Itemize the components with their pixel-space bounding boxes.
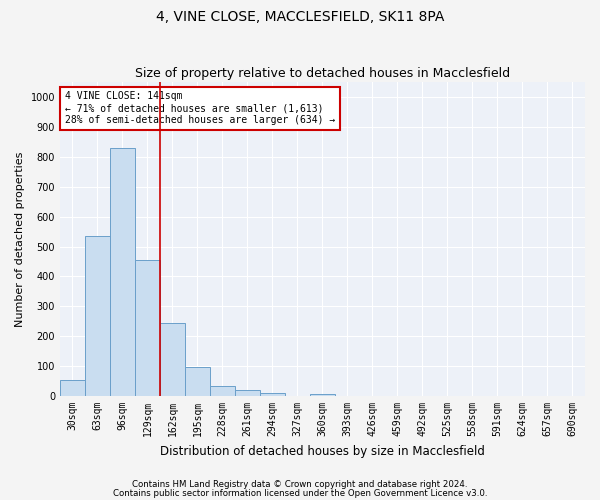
Text: 4, VINE CLOSE, MACCLESFIELD, SK11 8PA: 4, VINE CLOSE, MACCLESFIELD, SK11 8PA	[156, 10, 444, 24]
Bar	[60, 380, 85, 396]
Text: Contains HM Land Registry data © Crown copyright and database right 2024.: Contains HM Land Registry data © Crown c…	[132, 480, 468, 489]
Y-axis label: Number of detached properties: Number of detached properties	[15, 152, 25, 326]
Bar	[185, 367, 210, 396]
Title: Size of property relative to detached houses in Macclesfield: Size of property relative to detached ho…	[135, 66, 510, 80]
Text: Contains public sector information licensed under the Open Government Licence v3: Contains public sector information licen…	[113, 488, 487, 498]
Bar	[135, 260, 160, 396]
Bar	[310, 394, 335, 396]
X-axis label: Distribution of detached houses by size in Macclesfield: Distribution of detached houses by size …	[160, 444, 485, 458]
Bar	[210, 386, 235, 396]
Bar	[235, 390, 260, 396]
Bar	[85, 236, 110, 396]
Bar	[110, 148, 135, 396]
Bar	[260, 393, 285, 396]
Text: 4 VINE CLOSE: 141sqm
← 71% of detached houses are smaller (1,613)
28% of semi-de: 4 VINE CLOSE: 141sqm ← 71% of detached h…	[65, 92, 335, 124]
Bar	[160, 323, 185, 396]
